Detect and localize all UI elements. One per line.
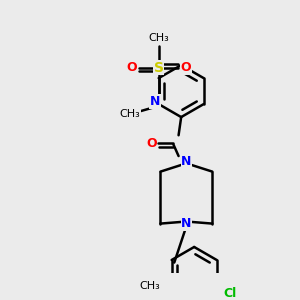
Text: CH₃: CH₃ (120, 110, 140, 119)
Text: CH₃: CH₃ (139, 281, 160, 291)
Text: S: S (154, 61, 164, 75)
Text: O: O (181, 61, 191, 74)
Text: O: O (146, 136, 157, 150)
Text: O: O (126, 61, 137, 74)
Text: N: N (181, 155, 192, 168)
Text: CH₃: CH₃ (148, 33, 169, 43)
Text: Cl: Cl (223, 287, 236, 300)
Text: N: N (181, 217, 192, 230)
Text: N: N (150, 95, 160, 108)
